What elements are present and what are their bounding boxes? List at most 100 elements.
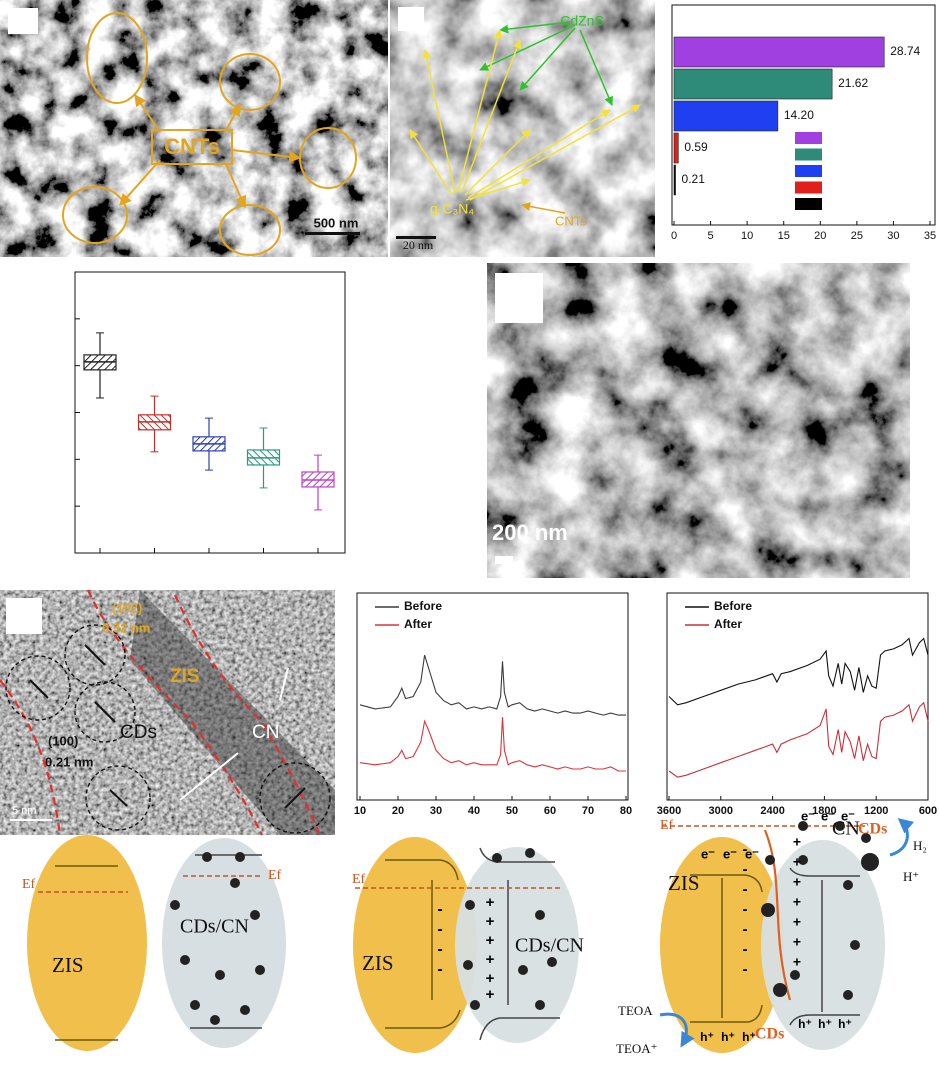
material-label: ZIS — [52, 953, 84, 977]
electron: e⁻ — [801, 808, 815, 823]
cn-ellipse — [162, 838, 286, 1048]
x-tick-label: 1200 — [864, 805, 888, 817]
value-label: 0.21 — [682, 172, 706, 186]
fermi-label: Ef — [352, 872, 366, 887]
positive-sign: + — [793, 914, 801, 930]
x-tick-label: 1800 — [812, 805, 836, 817]
x-tick-label: 20 — [814, 230, 826, 242]
reaction-arrow — [659, 1012, 695, 1048]
hrtem-image: (102) 0.32 nm ZIS CDs CN (100) 0.21 nm 5… — [0, 589, 335, 836]
x-tick-label: 30 — [430, 805, 442, 817]
scale-bar — [396, 236, 436, 239]
plot-frame — [74, 271, 346, 554]
micrograph — [0, 590, 335, 835]
legend-swatch — [795, 165, 822, 177]
x-tick-label: 70 — [582, 805, 594, 817]
negative-sign: - — [437, 961, 442, 978]
x-tick-label: 25 — [851, 230, 863, 242]
material-label: CN — [832, 818, 860, 840]
x-tick-label: 10 — [741, 230, 753, 242]
series-line — [668, 637, 929, 706]
hole: h⁺ — [742, 1030, 756, 1044]
negative-sign: - — [437, 941, 442, 958]
positive-sign: + — [486, 913, 495, 930]
fermi-label: Ef — [660, 818, 674, 833]
sem-image-2: 200 nm — [487, 263, 910, 578]
bar — [673, 132, 679, 164]
lattice-line — [179, 752, 239, 801]
electron: e⁻ — [841, 808, 855, 823]
hole: h⁺ — [721, 1030, 735, 1044]
value-label: 0.59 — [684, 140, 708, 154]
label: ZIS — [170, 666, 200, 687]
negative-sign: - — [743, 961, 748, 978]
bands — [690, 874, 763, 1023]
positive-sign: + — [793, 954, 801, 970]
material-label: ZIS — [362, 951, 394, 975]
cn-ellipse — [761, 840, 885, 1050]
x-tick-label: 30 — [887, 230, 899, 242]
bar — [673, 100, 779, 132]
negative-sign: - — [743, 921, 748, 938]
plot-frame — [356, 592, 629, 801]
hole: h⁺ — [700, 1030, 714, 1044]
zis-ellipse — [353, 837, 477, 1053]
negative-sign: - — [743, 941, 748, 958]
negative-sign: - — [743, 861, 748, 878]
boundary-lines — [0, 589, 322, 836]
bands — [385, 859, 461, 1029]
plot-frame — [666, 592, 929, 801]
arrows — [479, 21, 613, 106]
quantum-dot-circles — [5, 624, 331, 834]
negative-sign: - — [437, 921, 442, 938]
fermi-levels — [38, 875, 262, 893]
negative-sign: - — [743, 841, 748, 858]
value-label: 21.62 — [838, 76, 868, 90]
donor-label: TEOA — [618, 1003, 653, 1018]
positive-sign: + — [486, 951, 495, 968]
arrows — [119, 94, 302, 209]
positive-sign: + — [486, 894, 495, 911]
legend-label: Before — [714, 599, 752, 613]
legend-swatch — [795, 132, 822, 144]
label: CdZnS — [560, 13, 604, 29]
highlight-ellipses — [62, 12, 357, 256]
electron: e⁻ — [745, 846, 759, 861]
positive-sign: + — [486, 986, 495, 1003]
dots — [463, 848, 557, 1010]
lattice-line — [279, 667, 289, 701]
panel-label-box — [495, 273, 543, 323]
legend-label: After — [404, 617, 432, 631]
series-line — [359, 654, 626, 716]
arrow — [521, 202, 566, 214]
negative-sign: - — [743, 881, 748, 898]
sem-image-1: CNTs 500 nm — [0, 0, 388, 257]
x-tick-label: 35 — [924, 230, 936, 242]
series-line — [668, 701, 929, 778]
bar — [673, 36, 885, 68]
plot-frame — [671, 4, 936, 226]
x-tick-label: 80 — [620, 805, 632, 817]
dots — [170, 852, 265, 1025]
reactant-label: H⁺ — [903, 869, 919, 884]
cn-ellipse — [455, 847, 579, 1043]
x-tick-label: 600 — [919, 805, 937, 817]
bands — [55, 865, 118, 1041]
carriers: -------+++++++e⁻ e⁻ e⁻e⁻ e⁻ e⁻h⁺ h⁺ h⁺h⁺ h⁺ h⁺ — [700, 808, 855, 1044]
x-tick-label: 40 — [468, 805, 480, 817]
positive-sign: + — [793, 854, 801, 870]
fermi-label: Ef — [268, 868, 282, 883]
legend-swatch — [795, 181, 822, 194]
x-tick-label: 20 — [392, 805, 404, 817]
spacing-label: 0.21 nm — [45, 754, 93, 769]
cds-bridge — [763, 829, 792, 1001]
positive-sign: + — [793, 834, 801, 850]
label: CDs — [120, 722, 157, 743]
scale-label: 500 nm — [314, 215, 359, 230]
hole: h⁺ — [818, 1017, 832, 1031]
positive-sign: + — [486, 932, 495, 949]
band-diagram-1: Ef Ef ZIS CDs/CN — [22, 835, 286, 1051]
band-diagram-2: Ef ZIS CDs/CN ----++++++ — [352, 837, 584, 1053]
bar — [673, 164, 676, 196]
